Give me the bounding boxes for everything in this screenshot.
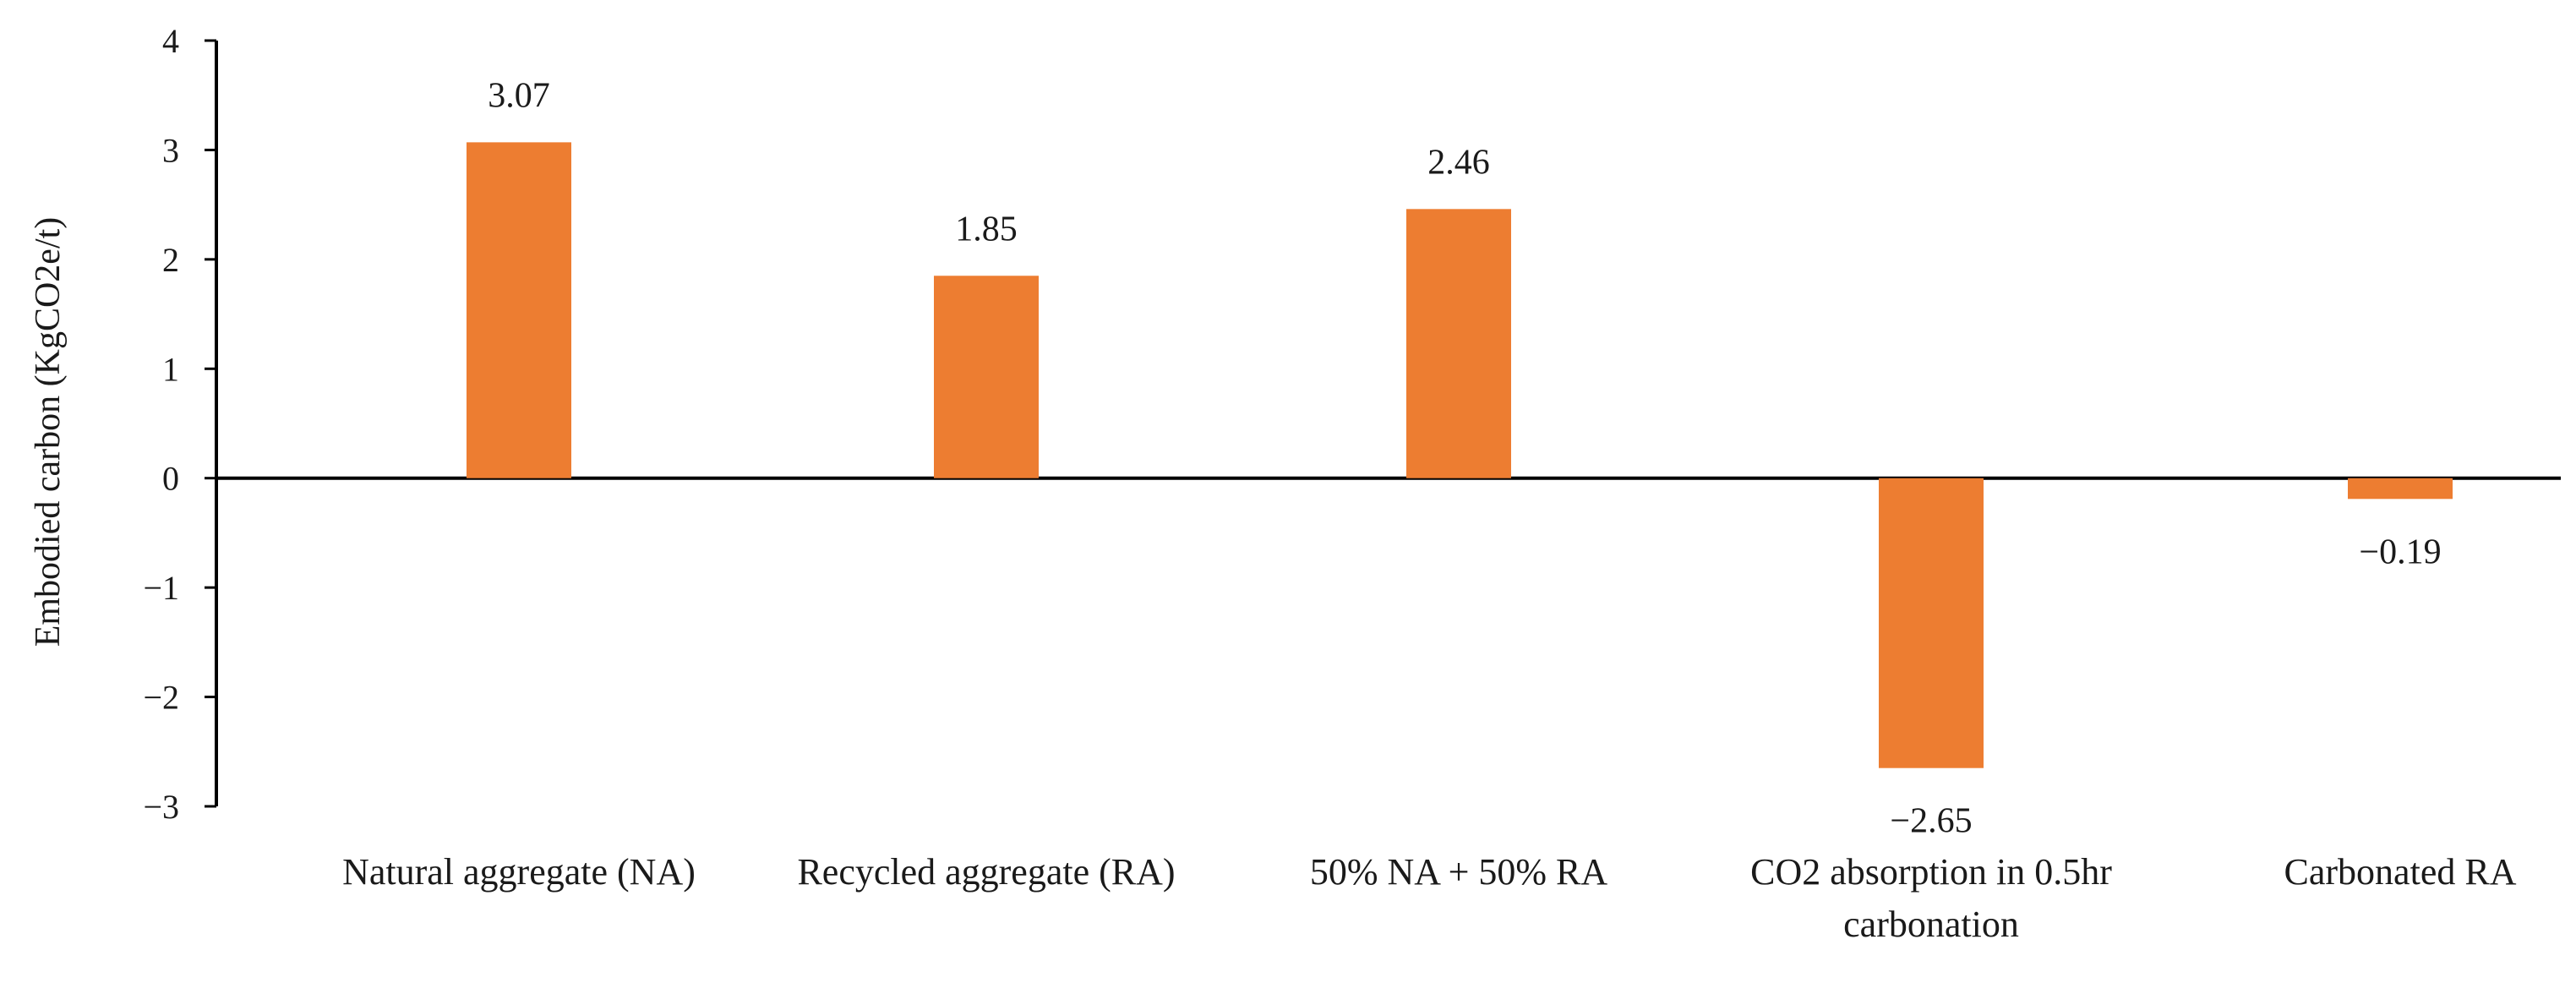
- y-tick-label: −3: [143, 788, 179, 826]
- category-label: Carbonated RA: [2284, 851, 2517, 893]
- labels: 3.07 Natural aggregate (NA) 1.85 Recycled a…: [342, 76, 2517, 945]
- data-label: 2.46: [1427, 143, 1490, 182]
- bar: [1406, 209, 1511, 478]
- y-tick-label: 4: [162, 22, 179, 60]
- bar: [467, 142, 571, 478]
- data-label: −2.65: [1890, 802, 1972, 841]
- bar: [934, 276, 1039, 478]
- y-tick-label: 2: [162, 241, 179, 279]
- data-label: 1.85: [955, 210, 1018, 248]
- y-tick-label: 3: [162, 131, 179, 169]
- bar: [2348, 478, 2453, 500]
- y-tick-label: 0: [162, 460, 179, 498]
- category-label: carbonation: [1843, 904, 2019, 945]
- data-label: 3.07: [488, 76, 550, 115]
- y-tick-label: −1: [143, 569, 179, 607]
- category-label: Recycled aggregate (RA): [797, 851, 1175, 893]
- axes: 4 3 2 1 0 −1 −2 −3: [143, 22, 2561, 826]
- data-label: −0.19: [2359, 532, 2441, 571]
- y-axis-title: Embodied carbon (KgCO2e/t): [29, 217, 68, 647]
- y-tick-label: 1: [162, 350, 179, 388]
- category-label: CO2 absorption in 0.5hr: [1750, 851, 2112, 893]
- category-label: 50% NA + 50% RA: [1310, 851, 1608, 893]
- y-tick-label: −2: [143, 679, 179, 717]
- bar: [1879, 478, 1984, 768]
- bars: [467, 142, 2453, 768]
- category-label: Natural aggregate (NA): [342, 851, 696, 893]
